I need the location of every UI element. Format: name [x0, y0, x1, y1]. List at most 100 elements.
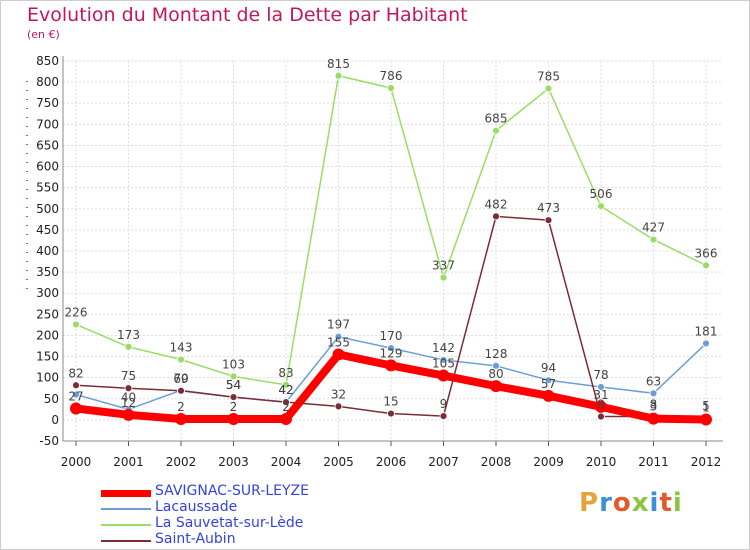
data-point-savignac[interactable]	[385, 359, 397, 372]
data-point-la-sauvetat[interactable]	[649, 235, 658, 244]
data-point-saint-aubin[interactable]	[492, 212, 500, 221]
y-tick-label: 250	[36, 307, 59, 321]
data-point-savignac[interactable]	[595, 400, 607, 413]
data-point-savignac[interactable]	[280, 413, 292, 426]
data-label-saint-aubin: 473	[537, 201, 560, 215]
data-point-lacaussade[interactable]	[387, 344, 395, 353]
data-point-saint-aubin[interactable]	[544, 216, 553, 225]
data-label-lacaussade: 128	[485, 347, 508, 361]
data-label-la-sauvetat: 103	[222, 357, 245, 371]
data-label-la-sauvetat: 366	[695, 246, 718, 260]
data-label-savignac: 129	[380, 346, 403, 360]
data-point-la-sauvetat[interactable]	[439, 273, 448, 282]
data-point-lacaussade[interactable]	[334, 332, 343, 341]
data-point-savignac[interactable]	[490, 380, 502, 393]
data-point-savignac[interactable]	[122, 408, 135, 421]
data-point-la-sauvetat[interactable]	[544, 84, 553, 93]
data-label-lacaussade: 142	[432, 341, 455, 355]
data-point-savignac[interactable]	[175, 413, 187, 426]
data-label-saint-aubin: 75	[121, 369, 136, 383]
data-label-la-sauvetat: 785	[537, 69, 560, 83]
data-point-lacaussade[interactable]	[439, 356, 448, 364]
y-tick-label: 400	[36, 244, 59, 258]
data-point-lacaussade[interactable]	[544, 376, 553, 385]
x-tick-label: 2003	[218, 455, 249, 469]
data-point-lacaussade[interactable]	[649, 389, 658, 398]
y-tick-label: 550	[36, 181, 59, 195]
data-point-lacaussade[interactable]	[702, 339, 710, 348]
data-point-la-sauvetat[interactable]	[597, 202, 605, 211]
data-point-la-sauvetat[interactable]	[334, 71, 343, 80]
data-point-la-sauvetat[interactable]	[124, 342, 133, 351]
data-label-saint-aubin: 8	[650, 398, 658, 412]
data-point-lacaussade[interactable]	[72, 390, 80, 399]
y-tick-label: 100	[36, 371, 59, 385]
data-point-lacaussade[interactable]	[597, 383, 605, 391]
data-label-lacaussade: 54	[226, 378, 241, 392]
data-label-la-sauvetat: 427	[642, 221, 665, 235]
data-label-saint-aubin: 9	[440, 397, 448, 411]
data-label-savignac: 12	[121, 396, 136, 410]
data-point-saint-aubin[interactable]	[177, 386, 185, 395]
x-tick-labels: 2000 2001 2002 2003 2004 2005 2006 2007 2008 2009…	[61, 455, 722, 469]
data-point-lacaussade[interactable]	[492, 361, 500, 370]
x-tick-label: 2008	[481, 455, 512, 469]
data-point-la-sauvetat[interactable]	[177, 355, 185, 364]
data-label-savignac: 1	[702, 400, 710, 414]
legend-label-saint-aubin: Saint-Aubin	[155, 531, 236, 547]
y-tick-label: 750	[36, 96, 59, 110]
data-point-saint-aubin[interactable]	[282, 398, 290, 407]
data-point-saint-aubin[interactable]	[597, 412, 605, 421]
logo-letter: i	[672, 488, 683, 518]
data-label-saint-aubin: 54	[226, 378, 241, 392]
data-point-la-sauvetat[interactable]	[229, 372, 238, 381]
x-tick-label: 2011	[638, 455, 669, 469]
data-label-lacaussade: 78	[593, 368, 608, 382]
data-label-la-sauvetat: 226	[65, 305, 88, 319]
data-point-saint-aubin[interactable]	[124, 384, 133, 393]
chart-title: Evolution du Montant de la Dette par Hab…	[27, 4, 468, 26]
data-point-saint-aubin[interactable]	[387, 409, 395, 418]
legend-label-la-sauvetat: La Sauvetat-sur-Lède	[155, 515, 304, 531]
data-label-la-sauvetat: 786	[380, 69, 403, 83]
data-point-la-sauvetat[interactable]	[492, 126, 500, 135]
data-label-la-sauvetat: 815	[327, 57, 350, 71]
data-point-savignac[interactable]	[227, 413, 240, 426]
grid-lines	[63, 60, 723, 442]
legend-swatch-savignac	[101, 490, 151, 497]
data-point-savignac[interactable]	[437, 369, 450, 382]
y-tick-label: 500	[36, 202, 59, 216]
data-point-la-sauvetat[interactable]	[702, 261, 710, 270]
data-label-savignac: 80	[488, 367, 503, 381]
data-label-savignac: 2	[282, 400, 290, 414]
data-point-saint-aubin[interactable]	[229, 393, 238, 401]
data-label-savignac: 2	[230, 400, 238, 414]
proxiti-logo: Proxiti	[579, 488, 683, 518]
data-point-la-sauvetat[interactable]	[282, 380, 290, 389]
x-tick-label: 2002	[166, 455, 197, 469]
data-point-savignac[interactable]	[70, 402, 82, 415]
data-point-saint-aubin[interactable]	[439, 412, 448, 420]
data-point-savignac[interactable]	[332, 348, 345, 361]
data-label-la-sauvetat: 143	[170, 341, 193, 355]
data-label-lacaussade: 94	[541, 361, 556, 375]
data-point-la-sauvetat[interactable]	[72, 320, 80, 329]
legend-swatch-saint-aubin	[101, 540, 151, 542]
data-label-savignac: 57	[541, 377, 556, 391]
data-label-saint-aubin: 15	[383, 395, 398, 409]
data-point-la-sauvetat[interactable]	[387, 84, 395, 92]
x-tick-label: 2001	[113, 455, 144, 469]
data-point-saint-aubin[interactable]	[72, 381, 80, 390]
data-label-savignac: 155	[327, 335, 350, 349]
data-point-savignac[interactable]	[542, 389, 555, 402]
legend-label-savignac: SAVIGNAC-SUR-LEYZE	[155, 483, 309, 499]
data-point-savignac[interactable]	[700, 413, 712, 426]
x-tick-label: 2000	[61, 455, 92, 469]
legend-swatch-la-sauvetat	[101, 524, 151, 526]
data-label-savignac: 3	[650, 400, 658, 414]
data-point-savignac[interactable]	[647, 412, 660, 425]
data-point-saint-aubin[interactable]	[334, 402, 343, 411]
